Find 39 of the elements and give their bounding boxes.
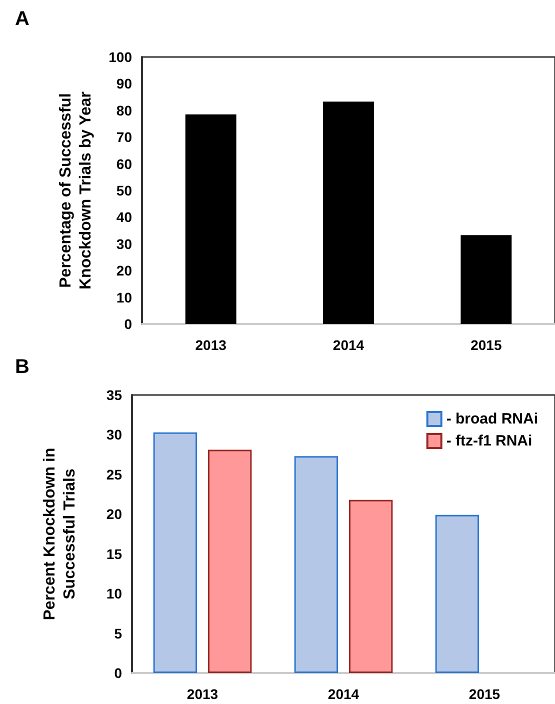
bar <box>323 102 374 324</box>
y-tick-label: 15 <box>106 546 122 562</box>
y-tick-label: 10 <box>116 289 132 306</box>
bar <box>348 500 393 673</box>
y-tick-label: 5 <box>114 625 122 642</box>
bar <box>294 456 338 673</box>
y-tick-label: 20 <box>116 262 132 279</box>
x-tick-label: 2015 <box>470 337 502 353</box>
y-tick-label: 50 <box>116 182 132 198</box>
bar <box>153 432 198 673</box>
y-tick-label: 40 <box>116 209 132 226</box>
y-tick-label: 35 <box>106 387 122 403</box>
y-tick-label: 80 <box>116 102 132 118</box>
y-tick-label: 30 <box>116 236 132 252</box>
x-tick-label: 2013 <box>186 686 218 702</box>
y-tick-label: 10 <box>106 586 122 602</box>
y-tick-label: 30 <box>106 426 122 443</box>
bar <box>208 450 252 673</box>
y-tick-label: 25 <box>106 466 122 482</box>
x-tick-label: 2014 <box>332 337 364 353</box>
legend-label: - broad RNAi <box>446 410 538 428</box>
bar <box>185 114 236 324</box>
chart-title: B <box>15 356 30 378</box>
x-tick-label: 2013 <box>195 337 227 353</box>
y-tick-label: 70 <box>116 129 132 146</box>
y-tick-label: 60 <box>116 156 132 172</box>
x-tick-label: 2015 <box>468 686 500 702</box>
x-tick-label: 2014 <box>328 686 360 702</box>
y-tick-label: 100 <box>108 49 132 65</box>
y-tick-label: 0 <box>114 665 122 681</box>
bar <box>435 514 480 673</box>
legend-label: - ftz-f1 RNAi <box>446 432 532 450</box>
bar <box>460 235 512 324</box>
chart-title: A <box>15 8 30 30</box>
y-axis-title: Percentage of Successful Knockdown Trials by Year <box>58 92 94 290</box>
y-tick-label: 90 <box>116 76 132 92</box>
y-tick-label: 0 <box>124 316 132 332</box>
y-axis-title: Percent Knockdown in Successful Trials <box>42 448 78 620</box>
y-tick-label: 20 <box>106 506 122 522</box>
